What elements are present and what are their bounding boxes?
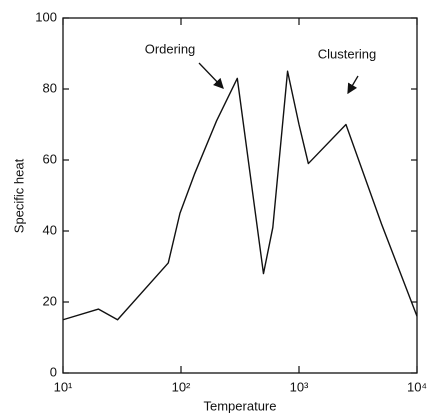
y-tick-label: 40	[43, 222, 57, 237]
y-tick-label: 60	[43, 151, 57, 166]
plot-frame	[62, 17, 418, 374]
y-tick-label: 80	[43, 80, 57, 95]
annotation-arrow	[198, 62, 224, 89]
x-axis-label: Temperature	[204, 398, 277, 413]
annotation: Clustering	[318, 46, 377, 61]
data-line	[62, 70, 418, 321]
y-tick-label: 20	[43, 293, 57, 308]
annotation: Ordering	[145, 41, 196, 56]
y-tick-label: 0	[50, 364, 57, 379]
annotation-arrow	[347, 75, 359, 95]
x-tick-label: 10⁴	[407, 379, 427, 394]
y-tick-label: 100	[35, 9, 57, 24]
x-tick-label: 10¹	[54, 379, 73, 394]
x-tick-label: 10³	[290, 379, 309, 394]
x-tick-label: 10²	[172, 379, 191, 394]
y-axis-label: Specific heat	[11, 158, 26, 233]
